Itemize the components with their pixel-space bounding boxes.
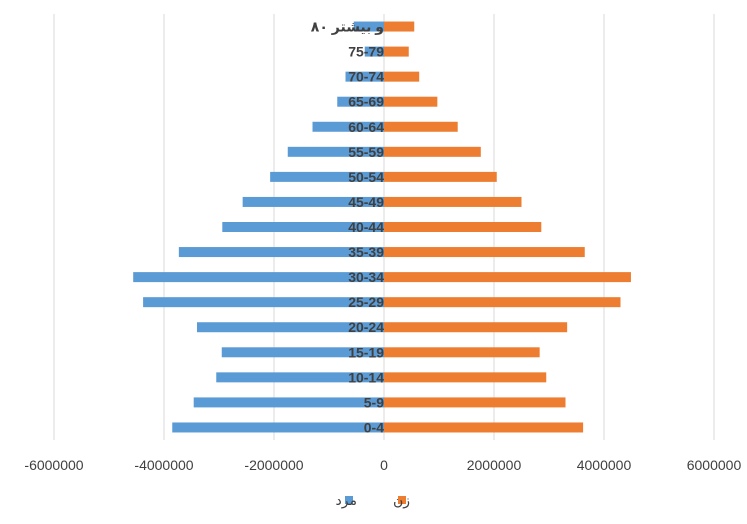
legend-swatch	[398, 496, 406, 504]
x-tick-label: 0	[380, 457, 388, 473]
bar-male	[364, 46, 384, 57]
bar-male	[345, 71, 384, 82]
bar-male	[242, 196, 384, 207]
x-tick-label: 4000000	[577, 457, 632, 473]
bar-female	[384, 322, 568, 333]
category-label: 60-64	[348, 119, 384, 135]
bar-female	[384, 71, 420, 82]
category-label: 10-14	[348, 369, 384, 385]
category-label: 30-34	[348, 269, 384, 285]
bar-male	[353, 21, 384, 32]
category-label: 5-9	[364, 394, 384, 410]
bar-male	[197, 322, 384, 333]
legend-label: مرد	[336, 492, 357, 509]
bar-male	[222, 222, 384, 232]
category-label: ۸۰ و بیشتر	[311, 19, 384, 36]
category-label: 75-79	[348, 44, 384, 60]
bar-female	[384, 222, 542, 232]
x-axis-tick-labels: -6000000 -4000000 -2000000 0 2000000 4000000 6…	[24, 457, 741, 473]
x-tick-label: -6000000	[24, 457, 83, 473]
category-label: 20-24	[348, 319, 384, 335]
x-tick-label: -4000000	[134, 457, 193, 473]
bar-female	[384, 196, 522, 207]
bars-layer	[133, 21, 631, 433]
bar-male	[312, 121, 384, 132]
bar-female	[384, 21, 415, 32]
bar-female	[384, 347, 540, 358]
bar-female	[384, 247, 585, 258]
bar-female	[384, 272, 631, 283]
category-labels: 0-4 5-9 10-14 15-19 20-24 25-29 30-34 35-39 40-4…	[311, 19, 384, 436]
category-label: 35-39	[348, 244, 384, 260]
category-label: 65-69	[348, 94, 384, 110]
bar-male	[172, 422, 384, 433]
x-tick-label: 2000000	[467, 457, 522, 473]
category-label: 40-44	[348, 219, 384, 235]
category-label: 0-4	[364, 419, 384, 435]
bar-female	[384, 121, 458, 132]
bar-male	[216, 372, 384, 383]
category-label: 50-54	[348, 169, 384, 185]
legend-label: زن	[393, 492, 410, 509]
bar-female	[384, 46, 409, 57]
bar-female	[384, 422, 584, 433]
bar-male	[287, 146, 384, 157]
bar-female	[384, 397, 566, 408]
category-label: 55-59	[348, 144, 384, 160]
legend: مرد زن	[336, 492, 410, 509]
bar-female	[384, 146, 481, 157]
category-label: 45-49	[348, 194, 384, 210]
bar-male	[178, 247, 384, 258]
bar-male	[270, 171, 384, 182]
x-tick-label: 6000000	[687, 457, 742, 473]
bar-female	[384, 96, 438, 107]
bar-male	[337, 96, 384, 107]
category-label: 25-29	[348, 294, 384, 310]
category-label: 70-74	[348, 69, 384, 85]
legend-swatch	[345, 496, 353, 504]
x-tick-label: -2000000	[244, 457, 303, 473]
bar-female	[384, 372, 547, 383]
bar-male	[193, 397, 384, 408]
bar-female	[384, 297, 621, 308]
bar-male	[133, 272, 384, 283]
bar-male	[143, 297, 384, 308]
bar-female	[384, 171, 497, 182]
category-label: 15-19	[348, 344, 384, 360]
bar-male	[221, 347, 384, 358]
